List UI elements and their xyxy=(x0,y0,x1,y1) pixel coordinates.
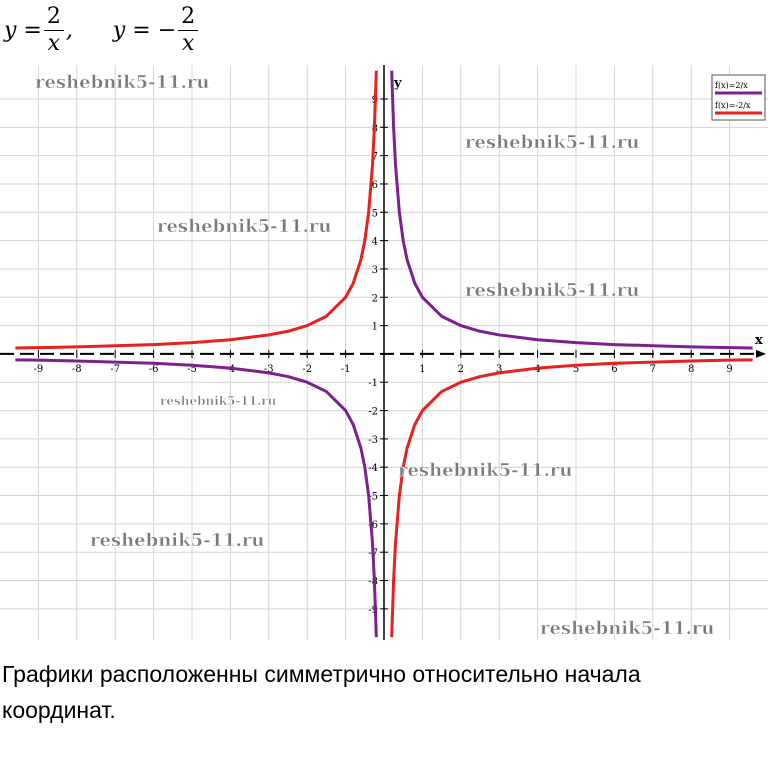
x-axis-label: x xyxy=(755,333,763,348)
y-tick-label: -3 xyxy=(368,435,378,446)
x-tick-label: 1 xyxy=(419,364,425,375)
watermark: reshebnik5-11.ru xyxy=(157,216,331,237)
chart: xy-9 -8 -7 -6 -5 -4 -3 -2 -1 1 2 3 4 5 6 7 8 9-9-8-7-6-5-… xyxy=(0,65,768,640)
x-tick-label: 8 xyxy=(688,364,694,375)
denominator: x xyxy=(47,31,61,56)
x-tick-label: -6 xyxy=(149,364,159,375)
formula-lhs: y = − xyxy=(112,18,177,43)
y-tick-label: 4 xyxy=(372,237,378,248)
y-tick-label: 7 xyxy=(372,152,378,163)
x-arrow xyxy=(756,349,766,358)
x-tick-label: -2 xyxy=(302,364,312,375)
y-axis-label: y xyxy=(393,76,402,91)
formula-tail: , xyxy=(65,18,73,43)
watermark: reshebnik5-11.ru xyxy=(540,618,714,639)
numerator: 2 xyxy=(43,4,64,31)
legend-label: f(x)=2/x xyxy=(715,81,748,90)
y-tick-label: 3 xyxy=(372,265,378,276)
series-line xyxy=(15,70,753,638)
x-tick-label: 2 xyxy=(458,364,464,375)
plot-area xyxy=(15,70,753,638)
y-tick-label: -2 xyxy=(368,407,378,418)
y-tick-label: -1 xyxy=(368,378,378,389)
caption: Графики расположенны симметрично относит… xyxy=(2,661,641,723)
y-tick-label: -9 xyxy=(368,605,378,616)
x-tick-label: 6 xyxy=(611,364,617,375)
x-tick-label: 3 xyxy=(496,364,502,375)
legend-label: f(x)=-2/x xyxy=(715,101,751,110)
y-tick-label: 2 xyxy=(372,293,378,304)
watermark: reshebnik5-11.ru xyxy=(465,132,639,153)
x-tick-label: -1 xyxy=(341,364,351,375)
x-tick-label: -8 xyxy=(72,364,82,375)
x-tick-label: 7 xyxy=(650,364,656,375)
numerator: 2 xyxy=(178,4,199,31)
watermark: reshebnik5-11.ru xyxy=(465,280,639,301)
y-tick-label: 1 xyxy=(372,322,378,333)
y-tick-label: -6 xyxy=(368,520,378,531)
series-line xyxy=(15,70,753,638)
watermark: reshebnik5-11.ru xyxy=(35,72,209,93)
y-tick-label: -5 xyxy=(368,492,378,503)
x-tick-label: 5 xyxy=(573,364,579,375)
y-tick-label: 6 xyxy=(372,180,378,191)
watermark: reshebnik5-11.ru xyxy=(398,460,572,481)
denominator: x xyxy=(181,31,195,56)
x-tick-label: -3 xyxy=(264,364,274,375)
y-tick-label: -4 xyxy=(368,463,378,474)
formula: y = −2 x xyxy=(113,4,200,57)
x-tick-label: 9 xyxy=(726,364,732,375)
x-tick-label: -5 xyxy=(187,364,197,375)
x-tick-label: -7 xyxy=(110,364,120,375)
formula-lhs: y = xyxy=(4,18,42,43)
x-tick-label: -9 xyxy=(34,364,44,375)
watermark: reshebnik5-11.ru xyxy=(90,530,264,551)
watermark: reshebnik5-11.ru xyxy=(160,394,277,408)
y-tick-label: 5 xyxy=(372,208,378,219)
